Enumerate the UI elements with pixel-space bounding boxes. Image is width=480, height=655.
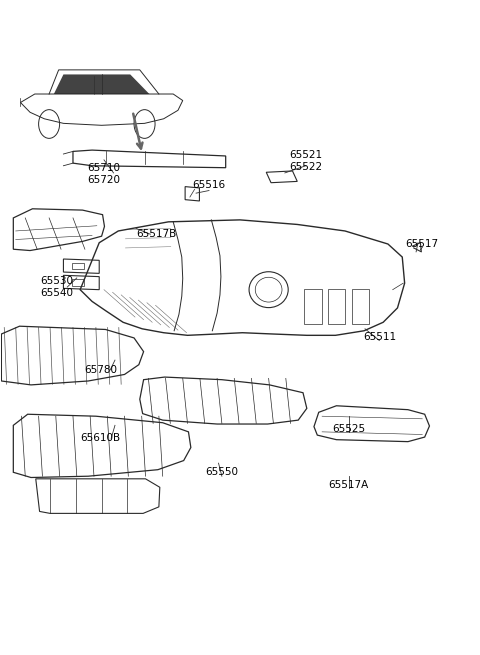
Bar [352, 289, 369, 324]
Text: 65550: 65550 [205, 467, 239, 477]
Bar [328, 289, 346, 324]
Text: 65516: 65516 [192, 180, 226, 191]
Bar [72, 279, 84, 286]
Text: 65530
65540: 65530 65540 [40, 276, 73, 298]
Bar [304, 289, 322, 324]
Polygon shape [54, 75, 149, 94]
Text: 65610B: 65610B [81, 434, 120, 443]
Text: 65521
65522: 65521 65522 [289, 151, 323, 172]
Text: 65525: 65525 [332, 424, 365, 434]
Text: 65511: 65511 [363, 332, 396, 343]
Text: 65710
65720: 65710 65720 [87, 164, 120, 185]
Text: 65517B: 65517B [136, 229, 177, 239]
Bar [72, 263, 84, 269]
Text: 65780: 65780 [84, 365, 117, 375]
Text: 65517A: 65517A [329, 480, 369, 491]
Text: 65517: 65517 [406, 239, 439, 249]
